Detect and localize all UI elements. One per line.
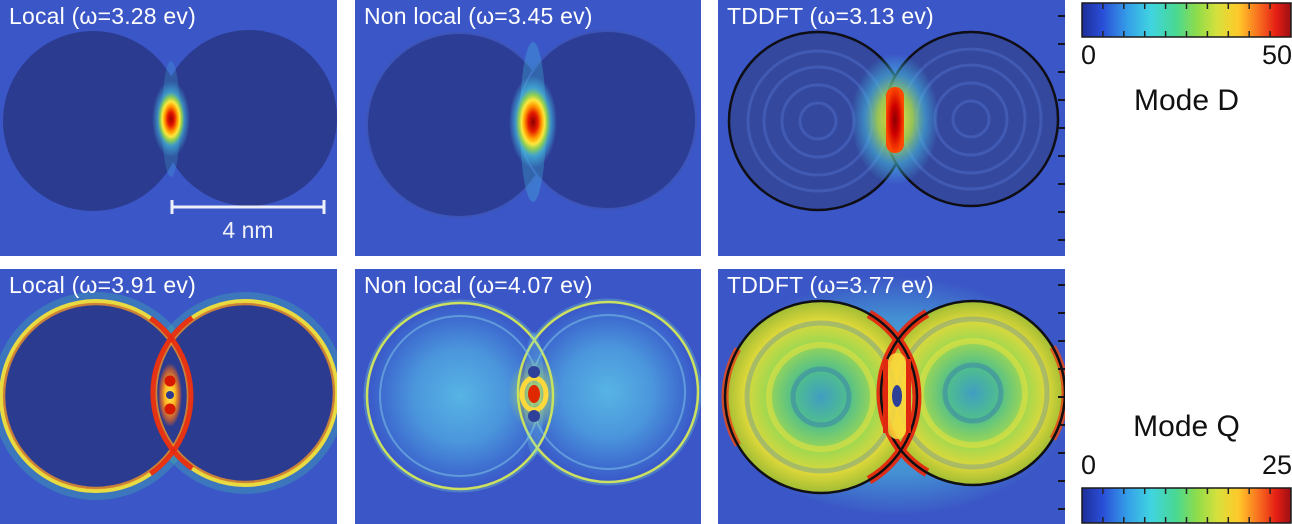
panel-local-mode-d: 4 nm Local (ω=3.28 ev): [0, 0, 337, 256]
colorbar-mode-q: [1081, 487, 1292, 524]
panel-tddft-mode-q: TDDFT (ω=3.77 ev): [718, 269, 1065, 524]
panel-title: Local (ω=3.91 ev): [9, 272, 196, 298]
axis-ticks: [1058, 284, 1065, 510]
colorbar-mode-d: [1081, 2, 1292, 38]
colorbar-max-label: 25: [1261, 450, 1292, 480]
scale-bar: [170, 200, 326, 214]
panel-title: Local (ω=3.28 ev): [9, 3, 196, 29]
panel-title: Non local (ω=4.07 ev): [364, 272, 593, 298]
scale-bar-label: 4 nm: [222, 217, 273, 243]
colorbar-max-label: 50: [1261, 40, 1292, 70]
colorbar-min-label: 0: [1081, 40, 1097, 70]
panel-local-mode-q: Local (ω=3.91 ev): [0, 269, 337, 524]
panel-title: Non local (ω=3.45 ev): [364, 3, 593, 29]
colorbar-min-label: 0: [1081, 450, 1097, 480]
colorbar-mode-d-labels: 0 50: [1081, 42, 1292, 69]
panel-title: TDDFT (ω=3.77 ev): [727, 272, 934, 298]
panel-nonlocal-mode-d: Non local (ω=3.45 ev): [355, 0, 701, 256]
panel-nonlocal-mode-q: Non local (ω=4.07 ev): [355, 269, 701, 524]
panel-title: TDDFT (ω=3.13 ev): [727, 3, 934, 29]
mode-q-label: Mode Q: [1133, 410, 1240, 443]
mode-d-label: Mode D: [1133, 84, 1240, 117]
colorbar-mode-q-labels: 0 25: [1081, 452, 1292, 479]
axis-ticks: [1058, 15, 1065, 241]
panel-tddft-mode-d: TDDFT (ω=3.13 ev): [718, 0, 1065, 256]
